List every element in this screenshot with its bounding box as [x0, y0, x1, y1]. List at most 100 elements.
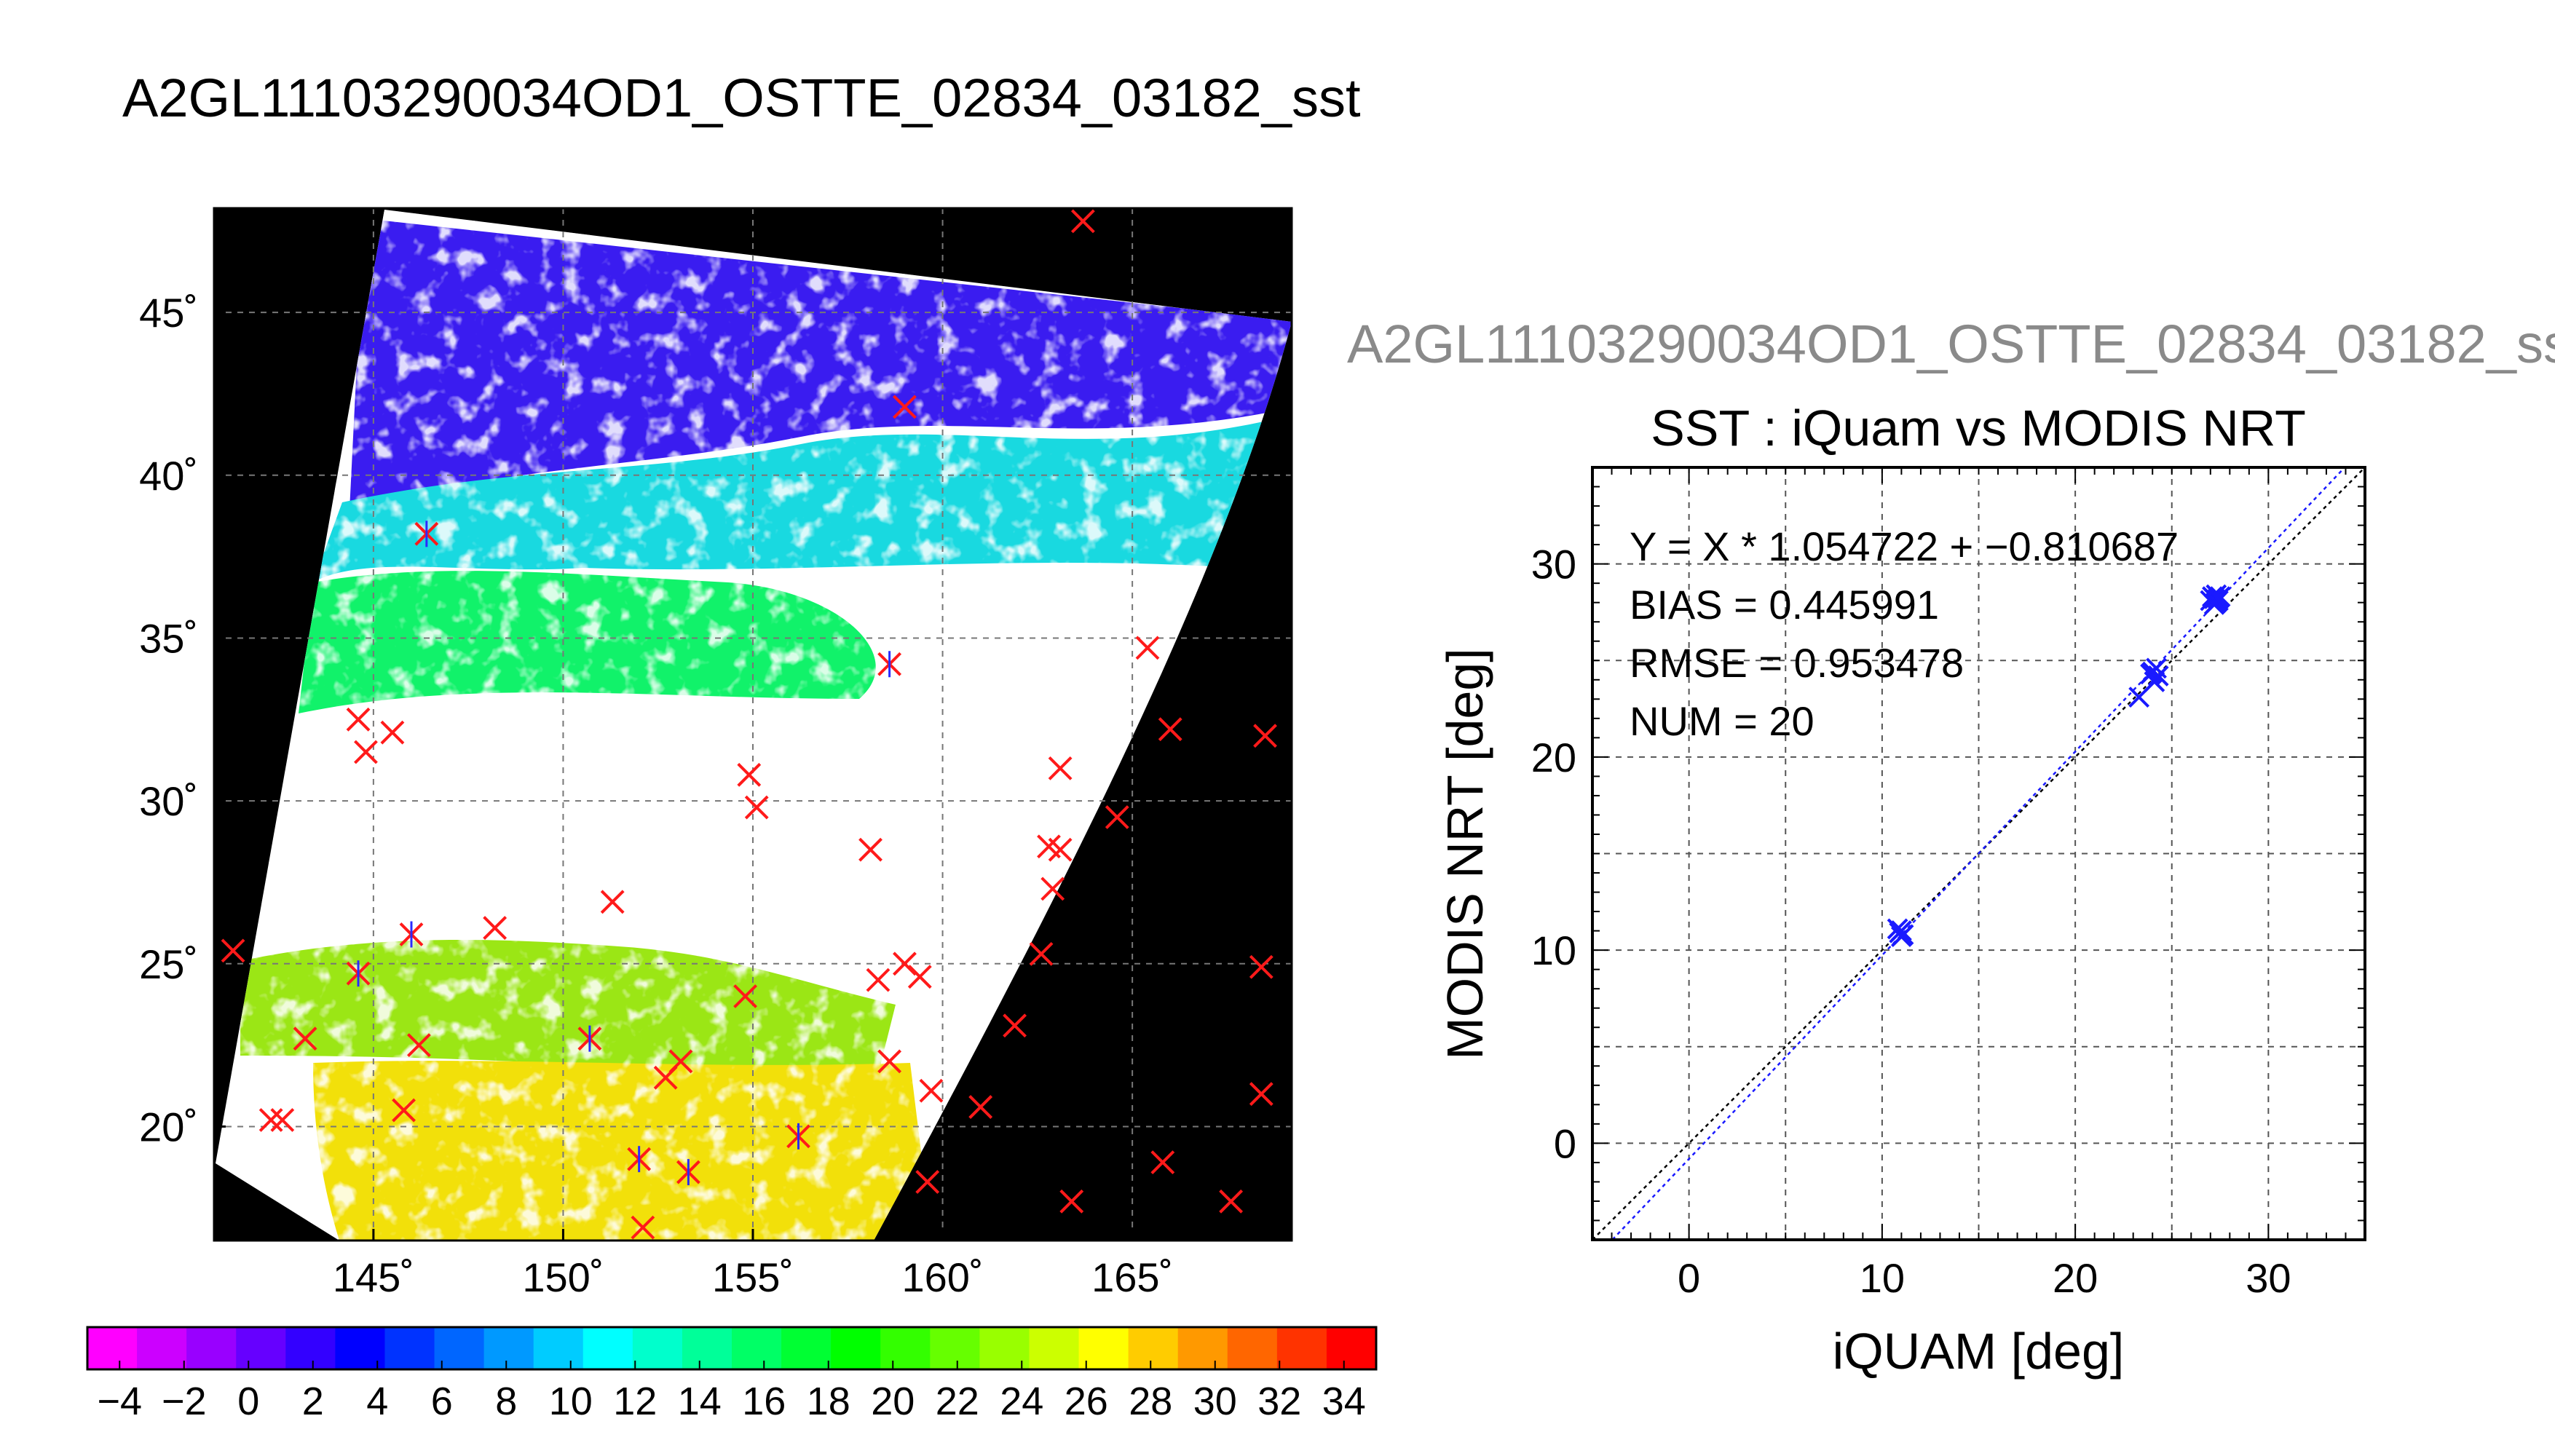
marker-x	[1003, 1013, 1027, 1038]
scatter-plot-panel: SST : iQuam vs MODIS NRT 0 10 20 300102030 …	[1437, 400, 2366, 1380]
marker-x	[877, 1049, 902, 1074]
colorbar-segment	[1326, 1327, 1377, 1369]
marker-x	[258, 1108, 283, 1132]
colorbar-segment	[781, 1327, 832, 1369]
colorbar-tick-label: 20	[871, 1380, 915, 1423]
scatter-x-tick-label: 30	[2246, 1255, 2291, 1301]
bias-annotation: BIAS = 0.445991	[1630, 582, 1939, 628]
marker-x	[380, 720, 405, 745]
map-marker-unmatched	[1249, 954, 1273, 979]
colorbar-tick-label: 2	[302, 1380, 324, 1423]
marker-x	[968, 1095, 993, 1120]
map-tick-labels: 145˚ 150˚ 155˚ 160˚ 165˚ 20˚ 25˚ 30˚ 35˚ 40˚ 45˚	[139, 290, 1173, 1300]
colorbar-segment	[186, 1327, 237, 1369]
marker-x	[1059, 1189, 1084, 1214]
marker-x	[1219, 1189, 1244, 1214]
scatter-x-tick-label: 20	[2053, 1255, 2098, 1301]
marker-x	[1048, 837, 1073, 862]
marker-x	[744, 795, 769, 820]
colorbar-tick-label: 16	[742, 1380, 786, 1423]
scatter-y-tick-label: 0	[1554, 1120, 1576, 1166]
fit-line	[1611, 467, 2346, 1240]
colorbar-tick-label: 30	[1193, 1380, 1237, 1423]
colorbar-tick-label: 4	[366, 1380, 388, 1423]
colorbar-segment	[1128, 1327, 1179, 1369]
map-marker-matched	[877, 651, 902, 678]
map-marker-matched	[399, 921, 424, 948]
colorbar-tick-label: 14	[678, 1380, 722, 1423]
colorbar-segment	[483, 1327, 534, 1369]
map-marker-unmatched	[258, 1108, 283, 1132]
sst-colorbar: −4 −2 0 2 4 6 8 10 12 14 16 18 20 22 24 26 28 30 32 34	[86, 1326, 1378, 1423]
marker-x	[221, 938, 245, 963]
map-marker-unmatched	[600, 890, 625, 914]
colorbar-segment	[434, 1327, 485, 1369]
colorbar-tick-label: 26	[1065, 1380, 1108, 1423]
colorbar-tick-label: 12	[613, 1380, 657, 1423]
colorbar-segment	[384, 1327, 435, 1369]
map-lat-tick-label: 45˚	[139, 290, 198, 336]
marker-x	[631, 1215, 655, 1240]
marker-x	[893, 395, 917, 419]
map-marker-unmatched	[1048, 756, 1073, 780]
marker-x	[1105, 805, 1129, 829]
map-lat-tick-label: 30˚	[139, 778, 198, 824]
map-marker-unmatched	[221, 938, 245, 963]
scatter-annotations: Y = X * 1.054722 + −0.810687 BIAS = 0.44…	[1630, 523, 2179, 744]
figure-title: A2GL11103290034OD1_OSTTE_02834_03182_sst	[122, 68, 1361, 128]
map-marker-unmatched	[668, 1049, 693, 1074]
colorbar-segment	[1078, 1327, 1129, 1369]
map-marker-unmatched	[1029, 941, 1054, 966]
marker-x	[1249, 1082, 1273, 1107]
colorbar-tick-label: 28	[1129, 1380, 1172, 1423]
colorbar-segment	[880, 1327, 931, 1369]
marker-x	[1070, 209, 1095, 234]
scatter-header-title: A2GL11103290034OD1_OSTTE_02834_03182_sst	[1347, 314, 2555, 374]
colorbar-tick-label: 0	[237, 1380, 259, 1423]
map-markers	[221, 209, 1277, 1240]
map-marker-unmatched	[354, 740, 378, 764]
colorbar-segment	[831, 1327, 881, 1369]
colorbar-segment	[533, 1327, 584, 1369]
scatter-point	[2207, 587, 2229, 609]
marker-x	[1040, 877, 1065, 901]
colorbar-segment	[1227, 1327, 1278, 1369]
colorbar-segment	[732, 1327, 782, 1369]
map-marker-unmatched	[1003, 1013, 1027, 1038]
map-marker-unmatched	[858, 837, 882, 862]
colorbar-tick-label: 24	[1000, 1380, 1043, 1423]
colorbar-frame	[86, 1326, 1378, 1371]
colorbar-tick-label: 10	[549, 1380, 593, 1423]
scatter-y-tick-label: 30	[1531, 542, 1576, 587]
colorbar-segment	[285, 1327, 336, 1369]
marker-x	[1048, 756, 1073, 780]
colorbar-tick-label: 6	[431, 1380, 453, 1423]
marker-x	[1029, 941, 1054, 966]
marker-x	[915, 1170, 940, 1194]
scatter-y-tick-label: 10	[1531, 927, 1576, 973]
map-marker-unmatched	[1070, 209, 1095, 234]
map-marker-matched	[627, 1146, 652, 1173]
map-marker-matched	[577, 1025, 602, 1052]
map-marker-unmatched	[1048, 837, 1073, 862]
marker-x	[1158, 717, 1182, 742]
map-lon-tick-label: 165˚	[1091, 1254, 1173, 1300]
scatter-point	[1890, 926, 1912, 947]
colorbar-segment	[930, 1327, 980, 1369]
marker-x	[1135, 636, 1160, 660]
marker-x	[600, 890, 625, 914]
marker-x	[733, 984, 757, 1008]
colorbar-segment	[87, 1327, 138, 1369]
marker-x	[919, 1078, 944, 1103]
num-annotation: NUM = 20	[1630, 698, 1814, 744]
marker-x	[1150, 1150, 1175, 1175]
scatter-lines	[1592, 467, 2365, 1240]
colorbar-segment	[236, 1327, 286, 1369]
fit-equation: Y = X * 1.054722 + −0.810687	[1630, 523, 2179, 569]
sst-map-panel: 145˚ 150˚ 155˚ 160˚ 165˚ 20˚ 25˚ 30˚ 35˚ 40˚ 45˚	[139, 207, 1293, 1300]
map-marker-unmatched	[893, 951, 917, 976]
colorbar-tick-label: −4	[97, 1380, 142, 1423]
map-marker-matched	[346, 960, 371, 987]
map-marker-unmatched	[293, 1026, 317, 1051]
map-lon-tick-label: 155˚	[712, 1254, 794, 1300]
